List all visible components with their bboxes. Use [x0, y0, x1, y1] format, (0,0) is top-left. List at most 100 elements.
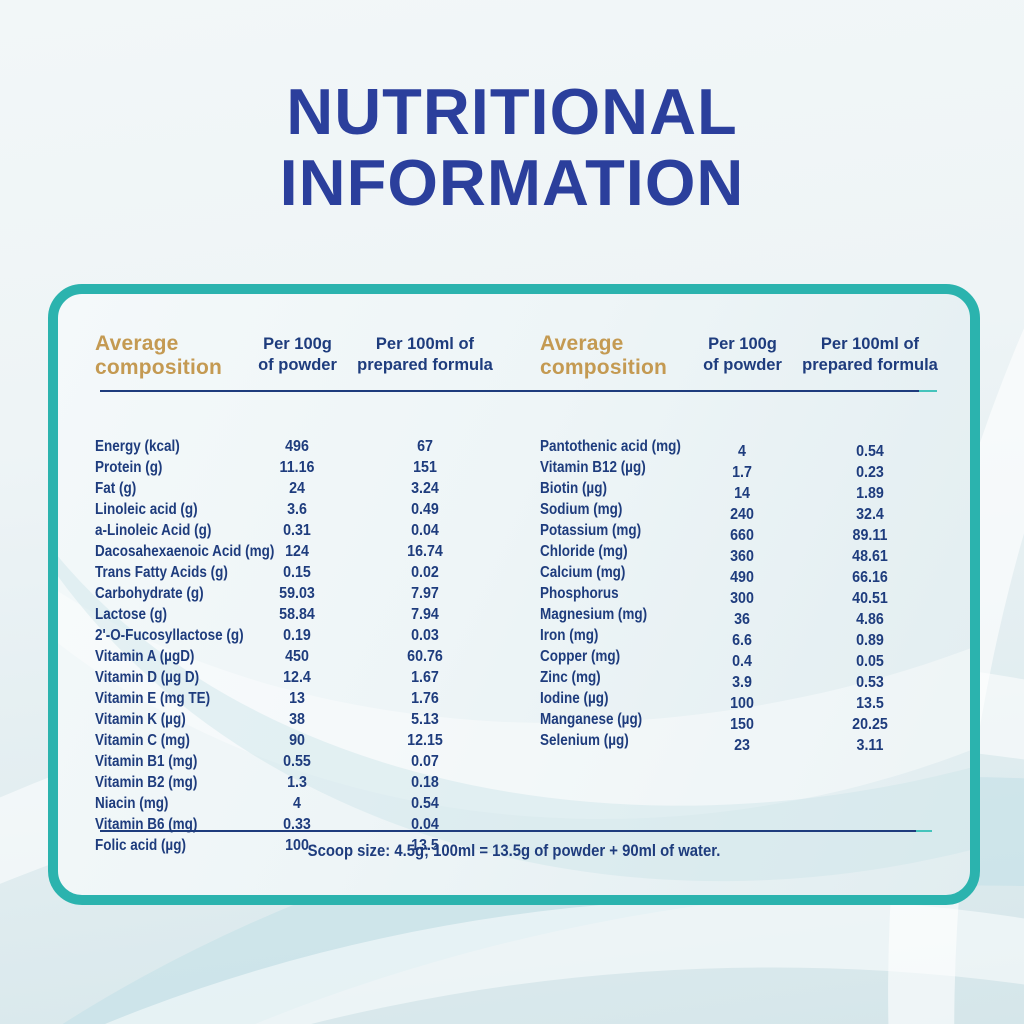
page-title-line2: INFORMATION: [279, 146, 745, 219]
value-per-100ml: 1.67: [411, 668, 439, 686]
table-row: Vitamin B12 (µg) 1.7 0.23: [540, 457, 968, 481]
value-per-100g: 4: [293, 794, 301, 812]
value-per-100ml: 67: [417, 437, 433, 455]
table-header-right: Average composition Per 100g of powder P…: [540, 330, 968, 400]
nutrient-label: Vitamin K (µg): [95, 710, 186, 728]
composition-table-left: Average composition Per 100g of powder P…: [95, 330, 528, 854]
value-per-100ml: 3.11: [856, 736, 884, 754]
value-per-100ml: 89.11: [852, 526, 888, 544]
nutrient-label: a-Linoleic Acid (g): [95, 521, 212, 539]
table-rows-left: Energy (kcal) 496 67 Protein (g) 11.16 1…: [95, 436, 528, 856]
value-per-100ml: 0.05: [856, 652, 884, 670]
table-row: Lactose (g) 58.84 7.94: [95, 604, 528, 625]
table-row: Phosphorus 300 40.51: [540, 583, 968, 607]
table-row: Biotin (µg) 14 1.89: [540, 478, 968, 502]
table-row: Fat (g) 24 3.24: [95, 478, 528, 499]
value-per-100ml: 0.02: [411, 563, 439, 581]
table-row: Vitamin K (µg) 38 5.13: [95, 709, 528, 730]
scoop-size-note: Scoop size: 4.5g; 100ml = 13.5g of powde…: [307, 842, 721, 860]
table-row: Folic acid (µg) 100 13.5: [95, 835, 528, 856]
value-per-100ml: 4.86: [856, 610, 884, 628]
value-per-100g: 150: [730, 715, 754, 733]
column-header-per-100ml: Per 100ml of prepared formula: [357, 335, 493, 374]
value-per-100ml: 1.76: [411, 689, 439, 707]
page-title: NUTRITIONAL INFORMATION: [0, 76, 1024, 218]
value-per-100ml: 7.97: [411, 584, 439, 602]
value-per-100g: 1.7: [732, 463, 752, 481]
page-title-line1: NUTRITIONAL: [286, 75, 738, 148]
table-row: Vitamin A (µgD) 450 60.76: [95, 646, 528, 667]
nutrient-label: Vitamin C (mg): [95, 731, 190, 749]
value-per-100ml: 3.24: [411, 479, 439, 497]
value-per-100ml: 0.89: [856, 631, 884, 649]
nutrient-label: Fat (g): [95, 479, 137, 497]
nutrient-label: 2'-O-Fucosyllactose (g): [95, 626, 244, 644]
column-header-composition: Average composition: [95, 332, 223, 379]
nutrient-label: Linoleic acid (g): [95, 500, 198, 518]
value-per-100ml: 0.07: [411, 752, 439, 770]
value-per-100g: 0.33: [283, 815, 311, 833]
value-per-100ml: 0.03: [411, 626, 439, 644]
value-per-100g: 0.31: [283, 521, 311, 539]
table-row: Chloride (mg) 360 48.61: [540, 541, 968, 565]
value-per-100ml: 12.15: [407, 731, 443, 749]
nutrient-label: Pantothenic acid (mg): [540, 437, 681, 455]
value-per-100ml: 13.5: [856, 694, 884, 712]
table-row: Trans Fatty Acids (g) 0.15 0.02: [95, 562, 528, 583]
value-per-100g: 23: [734, 736, 750, 754]
value-per-100g: 0.19: [283, 626, 311, 644]
value-per-100ml: 5.13: [411, 710, 439, 728]
table-row: Manganese (µg) 150 20.25: [540, 709, 968, 733]
value-per-100ml: 1.89: [856, 484, 884, 502]
table-row: Dacosahexaenoic Acid (mg) 124 16.74: [95, 541, 528, 562]
value-per-100g: 240: [730, 505, 754, 523]
table-row: Magnesium (mg) 36 4.86: [540, 604, 968, 628]
value-per-100ml: 20.25: [852, 715, 888, 733]
value-per-100g: 13: [289, 689, 305, 707]
table-row: Calcium (mg) 490 66.16: [540, 562, 968, 586]
value-per-100g: 11.16: [279, 458, 315, 476]
nutrient-label: Folic acid (µg): [95, 836, 186, 854]
table-row: Pantothenic acid (mg) 4 0.54: [540, 436, 968, 460]
value-per-100g: 3.9: [732, 673, 752, 691]
value-per-100ml: 0.49: [411, 500, 439, 518]
table-row: Vitamin E (mg TE) 13 1.76: [95, 688, 528, 709]
nutrient-label: Lactose (g): [95, 605, 167, 623]
value-per-100ml: 16.74: [407, 542, 443, 560]
column-header-per-100g: Per 100g of powder: [258, 335, 337, 374]
value-per-100ml: 0.04: [411, 815, 439, 833]
nutrient-label: Vitamin D (µg D): [95, 668, 200, 686]
nutrient-label: Energy (kcal): [95, 437, 180, 455]
value-per-100g: 360: [730, 547, 754, 565]
value-per-100g: 1.3: [287, 773, 307, 791]
value-per-100g: 450: [285, 647, 309, 665]
value-per-100g: 12.4: [283, 668, 311, 686]
nutrient-label: Vitamin B2 (mg): [95, 773, 198, 791]
table-rows-right: Pantothenic acid (mg) 4 0.54 Vitamin B12…: [540, 436, 968, 754]
table-row: Protein (g) 11.16 151: [95, 457, 528, 478]
value-per-100ml: 32.4: [856, 505, 884, 523]
value-per-100g: 59.03: [279, 584, 315, 602]
nutrient-label: Copper (mg): [540, 647, 621, 665]
nutrient-label: Manganese (µg): [540, 710, 643, 728]
value-per-100ml: 0.54: [411, 794, 439, 812]
value-per-100ml: 0.54: [856, 442, 884, 460]
nutrient-label: Niacin (mg): [95, 794, 169, 812]
value-per-100g: 0.4: [732, 652, 752, 670]
table-row: Carbohydrate (g) 59.03 7.97: [95, 583, 528, 604]
nutrient-label: Protein (g): [95, 458, 163, 476]
nutrient-label: Carbohydrate (g): [95, 584, 204, 602]
value-per-100g: 490: [730, 568, 754, 586]
value-per-100g: 660: [730, 526, 754, 544]
table-row: Vitamin B6 (mg) 0.33 0.04: [95, 814, 528, 835]
value-per-100ml: 0.23: [856, 463, 884, 481]
nutrient-label: Trans Fatty Acids (g): [95, 563, 228, 581]
nutrient-label: Biotin (µg): [540, 479, 607, 497]
table-row: Vitamin B2 (mg) 1.3 0.18: [95, 772, 528, 793]
table-header-left: Average composition Per 100g of powder P…: [95, 330, 528, 400]
nutrition-card: Average composition Per 100g of powder P…: [48, 284, 980, 905]
nutrient-label: Vitamin A (µgD): [95, 647, 195, 665]
nutrient-label: Iodine (µg): [540, 689, 609, 707]
value-per-100ml: 66.16: [852, 568, 888, 586]
nutrient-label: Sodium (mg): [540, 500, 623, 518]
